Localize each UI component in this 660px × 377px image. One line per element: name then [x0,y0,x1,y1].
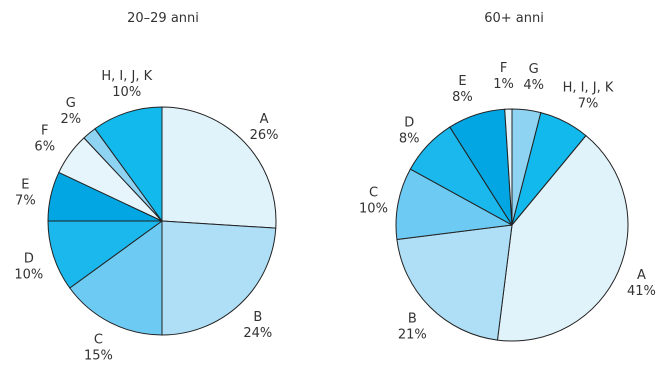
slice-category: H, I, J, K [563,80,614,95]
slice-category: E [21,177,29,192]
slice-value: 24% [243,326,272,341]
pie-slice-a [161,106,277,229]
slice-category: D [404,115,414,130]
pie-slice-c [395,168,513,241]
slice-label: C 15% [84,333,113,364]
slice-label: E 8% [452,74,473,105]
slice-label: F 6% [34,124,55,155]
slice-label: G 2% [60,96,81,127]
slice-value: 10% [359,202,388,217]
slice-label: F 1% [493,61,514,92]
chart-title-left: 20–29 anni [127,11,199,26]
slice-category: D [24,251,34,266]
pie-slice-b [396,224,513,341]
slice-category: B [253,310,262,325]
slice-category: E [458,74,466,89]
slice-value: 26% [250,128,279,143]
slice-category: C [369,186,378,201]
pie-60-plus: G 4% H, I, J, K 7%A 41%B 21%C 10%D 8%E 8%F 1% [359,61,656,343]
slice-value: 1% [493,77,514,92]
pie-20-29: A 26%B 24%C 15%D 10%E 7%F 6%G 2%H, I, J, K 10% [14,69,278,364]
slice-label: H, I, J, K 10% [101,69,152,100]
pie-slice-hijk [94,106,163,222]
slice-category: G [529,62,539,77]
slice-label: B 24% [243,310,272,341]
slice-value: 6% [34,140,55,155]
slice-value: 10% [14,267,43,282]
slice-category: A [260,112,269,127]
pie-slice-f [504,108,513,226]
slice-category: G [66,96,76,111]
slice-label: G 4% [523,62,544,93]
slice-value: 21% [398,328,427,343]
slice-value: 8% [399,131,420,146]
slice-label: D 8% [399,115,420,146]
slice-category: F [41,124,48,139]
slice-value: 7% [15,193,36,208]
slice-value: 4% [523,78,544,93]
pie-slice-a [496,135,629,342]
slice-label: H, I, J, K 7% [563,80,614,111]
slice-label: D 10% [14,251,43,282]
pie-slice-d [47,220,163,289]
slice-value: 10% [112,85,141,100]
slice-value: 41% [627,284,656,299]
slice-category: F [500,61,507,76]
slice-label: E 7% [15,177,36,208]
slice-label: A 26% [250,112,279,143]
slice-category: C [94,333,103,348]
slice-value: 8% [452,90,473,105]
pie-slice-b [161,220,277,336]
pie-slice-c [69,220,163,336]
chart-title-right: 60+ anni [484,11,544,26]
slice-category: B [408,312,417,327]
slice-label: B 21% [398,312,427,343]
slice-label: A 41% [627,268,656,299]
slice-category: H, I, J, K [101,69,152,84]
slice-label: C 10% [359,186,388,217]
slice-value: 15% [84,349,113,364]
slice-category: A [637,268,646,283]
slice-value: 2% [60,112,81,127]
slice-value: 7% [578,96,599,111]
